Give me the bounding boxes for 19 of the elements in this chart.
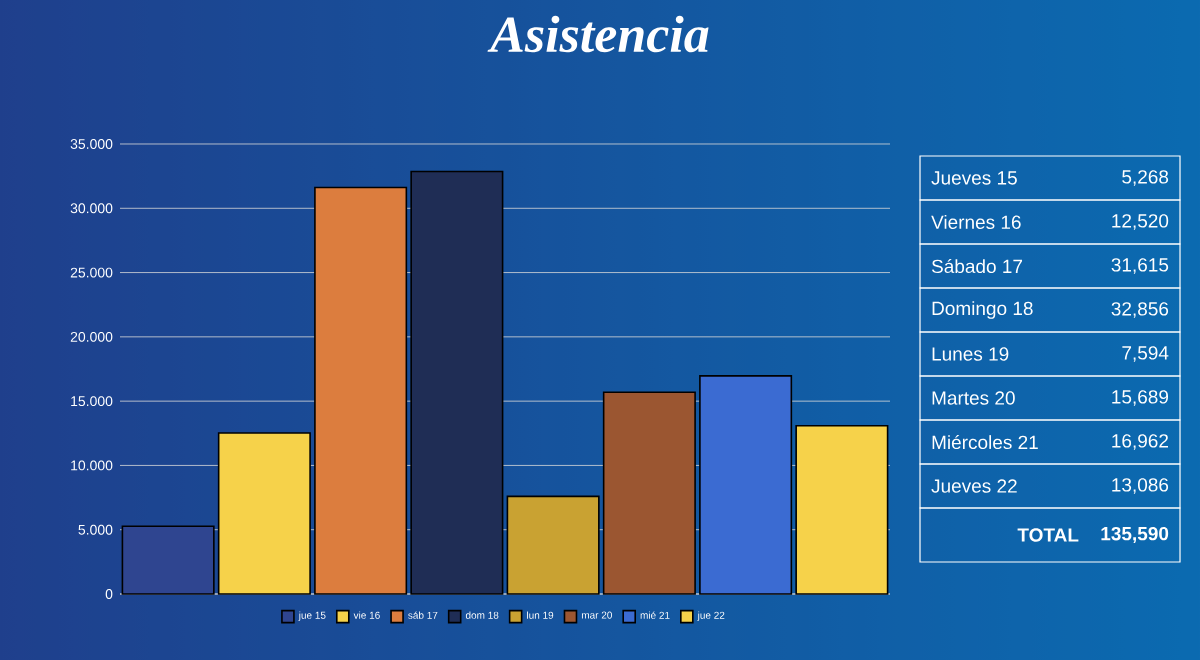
text: Lunes 19: [932, 347, 1009, 361]
text: 135,590: [1101, 526, 1169, 544]
text: 7,594: [1122, 346, 1169, 362]
text: Martes 20: [932, 391, 1015, 405]
text: 5,268: [1122, 170, 1169, 186]
chart-title: Asistencia: [487, 15, 709, 53]
text: Jueves 22: [931, 479, 1017, 493]
text: Miércoles 21: [932, 434, 1038, 450]
text: 16,962: [1112, 434, 1168, 450]
text: 15,689: [1112, 390, 1169, 406]
text: TOTAL: [1017, 528, 1079, 542]
text: Sábado 17: [931, 258, 1023, 274]
text: 32,856: [1111, 302, 1169, 318]
text: Domingo 18: [932, 301, 1033, 319]
text: Viernes 16: [931, 215, 1021, 229]
text: 13,086: [1112, 478, 1169, 494]
text: 31,615: [1111, 258, 1169, 274]
text: Jueves 15: [931, 171, 1017, 185]
text: 12,520: [1112, 214, 1169, 230]
